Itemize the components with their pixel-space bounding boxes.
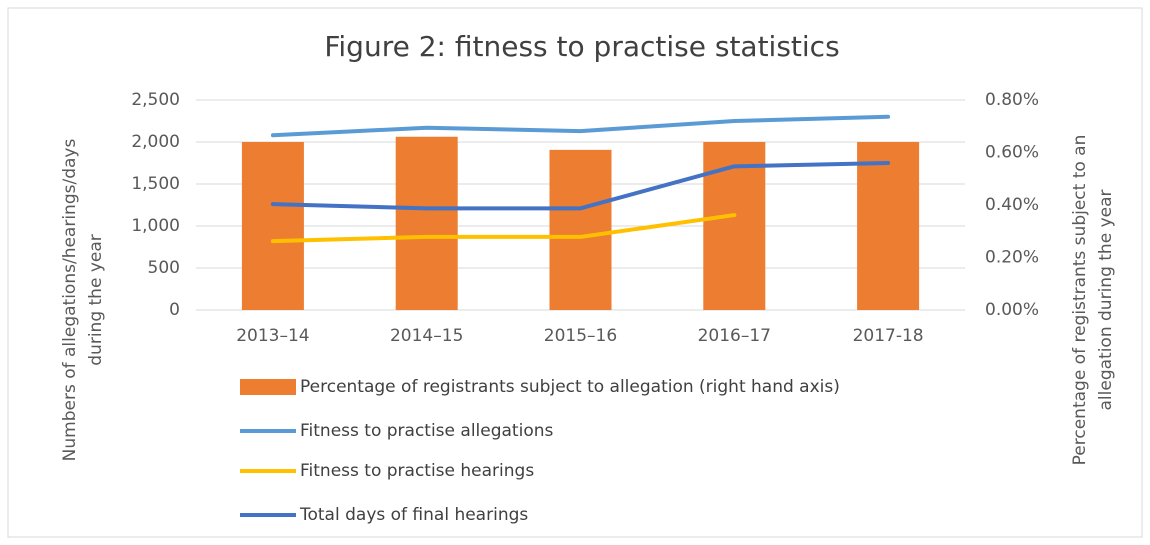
legend-label: Fitness to practise hearings xyxy=(300,461,534,481)
y2-tick-label: 0.80% xyxy=(985,90,1039,110)
x-tick-label: 2014–15 xyxy=(390,326,463,346)
y-tick-label: 2,500 xyxy=(131,90,180,110)
line xyxy=(270,161,891,211)
x-tick-label: 2013–14 xyxy=(236,326,309,346)
y-tick-label: 1,000 xyxy=(131,216,180,236)
line xyxy=(270,114,891,138)
x-tick-label: 2016–17 xyxy=(698,326,771,346)
y-tick-label: 2,000 xyxy=(131,132,180,152)
y2-tick-label: 0.60% xyxy=(985,143,1039,163)
x-tick-label: 2015–16 xyxy=(544,326,617,346)
legend-label: Fitness to practise allegations xyxy=(300,421,553,441)
chart-title: Figure 2: fitness to practise statistics xyxy=(324,30,839,63)
bar xyxy=(549,149,612,310)
y-axis-title: during the year xyxy=(86,234,106,365)
y-axis-title: Numbers of allegations/hearings/days xyxy=(60,139,80,462)
bar xyxy=(857,142,920,310)
y-tick-label: 0 xyxy=(169,300,180,320)
bar xyxy=(241,142,304,310)
legend-label: Total days of final hearings xyxy=(299,505,528,525)
y2-tick-label: 0.00% xyxy=(985,300,1039,320)
y2-tick-label: 0.20% xyxy=(985,248,1039,268)
legend-swatch xyxy=(240,379,296,395)
legend-label: Percentage of registrants subject to all… xyxy=(300,377,840,397)
y2-tick-label: 0.40% xyxy=(985,195,1039,215)
y2-axis-title: allegation during the year xyxy=(1096,190,1116,411)
y2-axis-title: Percentage of registrants subject to an xyxy=(1070,135,1090,466)
x-tick-label: 2017-18 xyxy=(853,326,924,346)
bar xyxy=(395,136,458,310)
y-tick-label: 500 xyxy=(148,258,180,278)
line xyxy=(270,213,737,244)
y-tick-label: 1,500 xyxy=(131,174,180,194)
